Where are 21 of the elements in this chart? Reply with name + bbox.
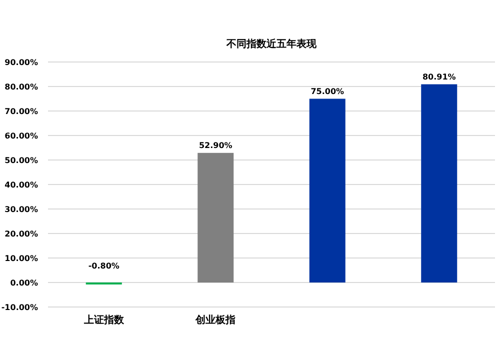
- bar: [198, 152, 234, 282]
- y-tick-label: 50.00%: [4, 156, 38, 165]
- y-tick-label: 10.00%: [4, 254, 38, 263]
- chart-title: 不同指数近五年表现: [226, 38, 318, 50]
- x-tick-label: 上证指数: [82, 314, 125, 326]
- y-tick-label: 90.00%: [4, 58, 38, 67]
- y-tick-label: 60.00%: [4, 132, 38, 140]
- y-tick-label: 30.00%: [4, 205, 38, 214]
- y-tick-label: 70.00%: [4, 107, 38, 116]
- bar: [309, 98, 346, 282]
- bar: [421, 84, 458, 282]
- data-label: -0.80%: [88, 262, 120, 270]
- data-label: 75.00%: [310, 86, 344, 96]
- y-tick-label: 0.00%: [10, 278, 38, 288]
- data-label: 80.91%: [422, 72, 456, 82]
- y-tick-label: -10.00%: [1, 303, 38, 312]
- y-tick-label: 80.00%: [4, 82, 38, 92]
- y-tick-label: 20.00%: [4, 230, 38, 238]
- x-tick-label: 创业板指: [194, 314, 236, 326]
- data-label: 52.90%: [198, 140, 232, 150]
- y-tick-label: 40.00%: [4, 180, 38, 190]
